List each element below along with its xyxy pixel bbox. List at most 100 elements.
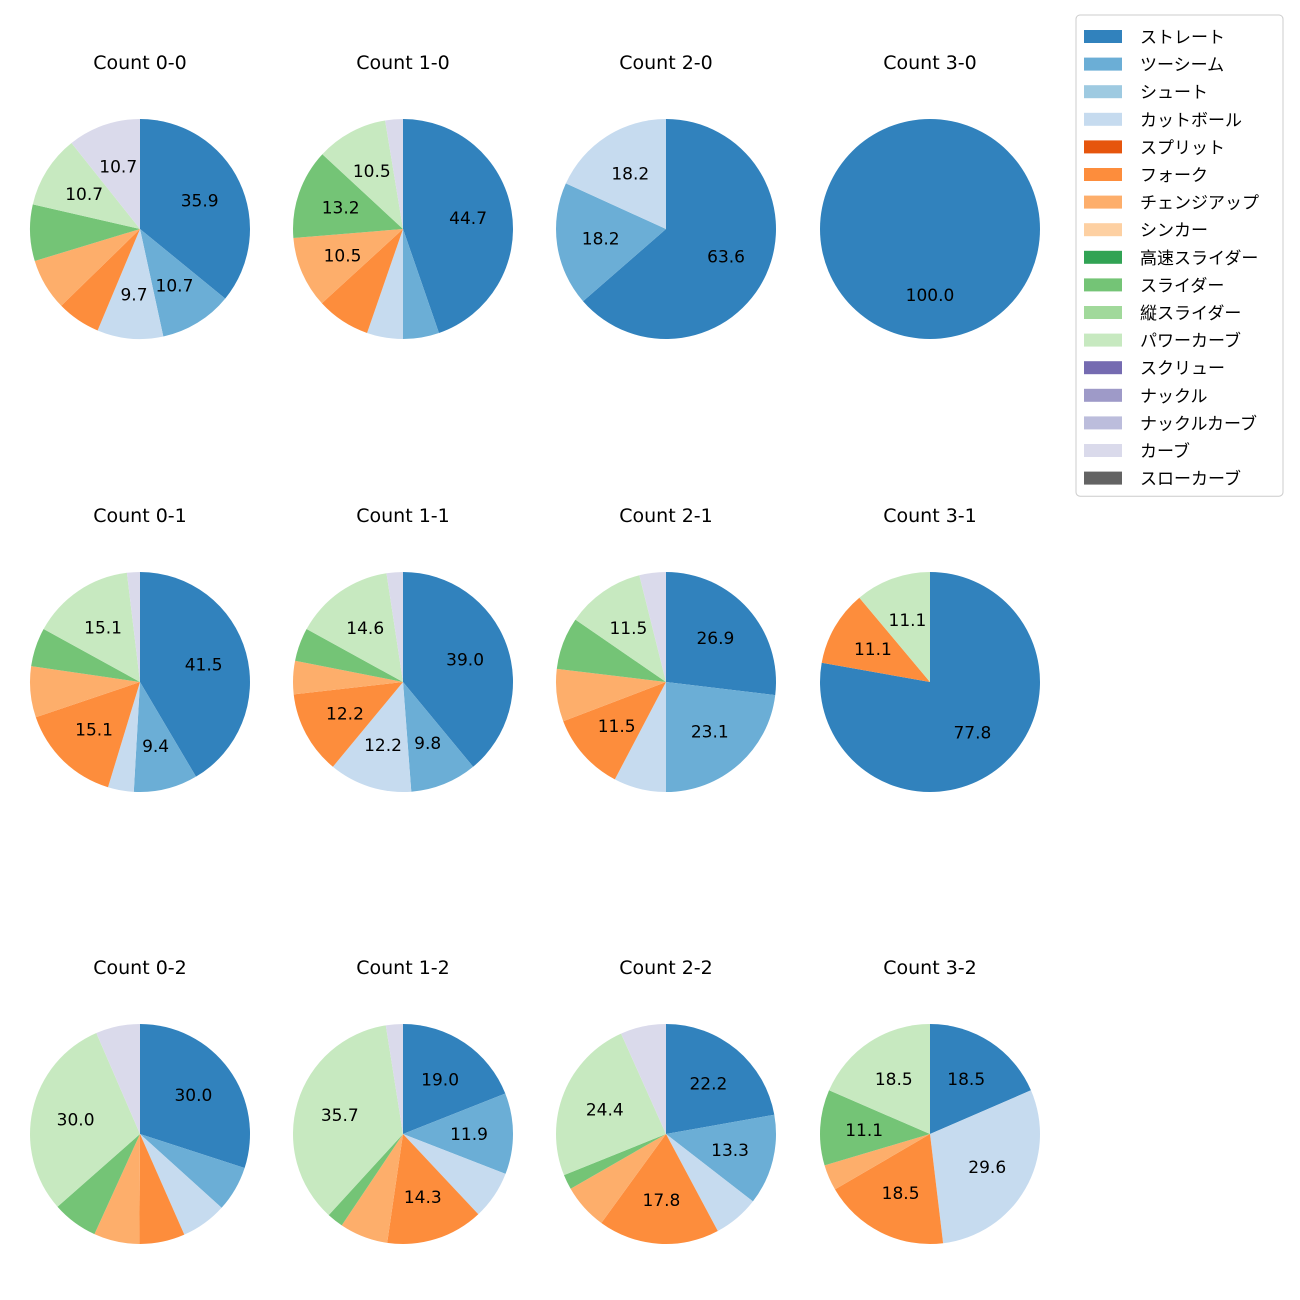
pie-slice	[403, 119, 514, 333]
pie-slice	[666, 1134, 753, 1232]
legend-swatch	[1084, 388, 1122, 402]
pie-slice	[583, 119, 777, 339]
slice-label: 10.5	[353, 162, 391, 182]
pie-2: Count 1-0 44.7 10.5 13.2 10.5	[293, 52, 514, 339]
pie-slice	[385, 1024, 403, 1134]
pie-slice	[821, 597, 930, 682]
legend-swatch	[1084, 416, 1122, 430]
pie-6: Count 1-1 39.0 9.8 12.212.2 14.6	[292, 505, 514, 793]
pie-slice	[140, 119, 251, 299]
slice-label: 30.0	[174, 1086, 212, 1106]
pie-slice	[341, 1134, 403, 1243]
slice-label: 15.1	[84, 618, 122, 638]
pie-slice	[403, 1134, 506, 1215]
legend-swatch	[1084, 140, 1122, 154]
pie-slice	[403, 572, 514, 767]
legend-swatch	[1084, 195, 1122, 209]
legend-entry: シンカー	[1140, 221, 1208, 241]
slice-label: 18.5	[875, 1070, 913, 1090]
pie-title: Count 1-1	[356, 505, 450, 527]
pie-slice	[31, 629, 140, 682]
legend-swatch	[1084, 85, 1122, 99]
pie-slice	[614, 682, 666, 792]
legend-entry: ストレート	[1140, 28, 1225, 48]
pie-1: Count 0-0 35.9 10.7 9.7 10.7 10.7	[29, 52, 251, 339]
pie-slice	[930, 1024, 1031, 1134]
slice-label: 10.7	[156, 276, 194, 296]
pie-slice	[666, 572, 777, 696]
pie-7: Count 2-1 26.9 23.1 11.5 11.5	[555, 505, 777, 792]
pie-slice	[306, 573, 403, 682]
pie-slice	[94, 1134, 140, 1244]
legend-swatch	[1084, 361, 1122, 375]
legend-swatch	[1084, 57, 1122, 71]
slice-label: 18.2	[611, 165, 649, 185]
pie-4: Count 3-0 100.0	[820, 52, 1040, 339]
legend-entry: 縦スライダー	[1140, 304, 1241, 324]
pie-slice	[140, 572, 250, 777]
pie-slice	[139, 1134, 185, 1245]
slice-label: 17.8	[643, 1191, 681, 1211]
slice-label: 41.5	[185, 656, 223, 676]
pie-slice	[556, 183, 666, 302]
pie-slice	[34, 229, 141, 306]
pie-slice	[96, 1024, 140, 1134]
legend-entry: スライダー	[1140, 276, 1224, 296]
pie-slice	[570, 1134, 666, 1223]
legend-entry: スプリット	[1140, 138, 1225, 158]
slice-label: 15.1	[75, 720, 113, 740]
pie-8: Count 3-1 77.8 11.1 11.1	[820, 505, 1041, 792]
slice-label: 18.5	[947, 1070, 985, 1090]
pie-title: Count 2-1	[619, 505, 713, 527]
slice-label: 23.1	[691, 722, 729, 742]
pie-charts: Count 0-0 35.9 10.7 9.7 10.7 10.7 Count 1-0 44.…	[29, 52, 1041, 1245]
pie-slice	[819, 1090, 930, 1166]
pie-9: Count 0-2 30.0 30.0	[30, 957, 251, 1245]
slice-label: 10.7	[65, 185, 103, 205]
legend-entry: ツーシーム	[1140, 56, 1224, 76]
pie-slice	[386, 572, 403, 682]
pie-slice	[30, 1033, 141, 1207]
pie-slice	[403, 682, 474, 792]
pie-title: Count 0-0	[93, 52, 187, 74]
pie-slice	[126, 572, 140, 682]
pie-slice	[322, 120, 403, 229]
pie-slice	[621, 1024, 666, 1134]
legend-entry: シュート	[1140, 83, 1208, 103]
pie-slice	[293, 229, 403, 304]
pie-title: Count 3-1	[883, 505, 977, 527]
pie-slice	[563, 682, 666, 780]
pie-slice	[556, 619, 666, 682]
legend-entry: スローカーブ	[1140, 469, 1241, 490]
slice-label: 63.6	[707, 247, 745, 267]
pie-slice	[328, 1134, 403, 1226]
pie-slice	[97, 229, 164, 339]
pie-slice	[403, 229, 439, 339]
pie-11: Count 2-2 22.2 13.3 17.8 24.4	[555, 957, 776, 1244]
pie-slice	[563, 1134, 666, 1189]
pie-slice	[292, 660, 403, 695]
legend-entry: スクリュー	[1140, 359, 1225, 379]
legend-entry: 高速スライダー	[1140, 249, 1258, 269]
pie-slice	[29, 204, 140, 262]
legend-swatch	[1084, 250, 1122, 264]
pie-slice	[295, 629, 403, 682]
pie-slice	[601, 1134, 718, 1244]
legend-swatch	[1084, 168, 1122, 181]
pie-slice	[140, 1024, 251, 1168]
pie-slice	[292, 1025, 403, 1216]
pie-slice	[61, 229, 140, 331]
pie-slice	[57, 1134, 140, 1235]
pie-slice	[834, 1134, 944, 1245]
slice-label: 13.3	[711, 1141, 749, 1161]
pie-slice	[293, 154, 403, 238]
pie-title: Count 1-2	[356, 957, 450, 979]
slice-label: 12.2	[364, 736, 402, 756]
pie-slice	[565, 119, 666, 229]
legend-entry: カーブ	[1140, 441, 1190, 462]
pie-title: Count 0-1	[93, 505, 187, 527]
pie-slice	[133, 682, 196, 792]
pie-slice	[575, 575, 666, 682]
pie-10: Count 1-2 19.0 11.9 14.3 35.7	[292, 957, 514, 1244]
pie-slice	[140, 229, 226, 337]
